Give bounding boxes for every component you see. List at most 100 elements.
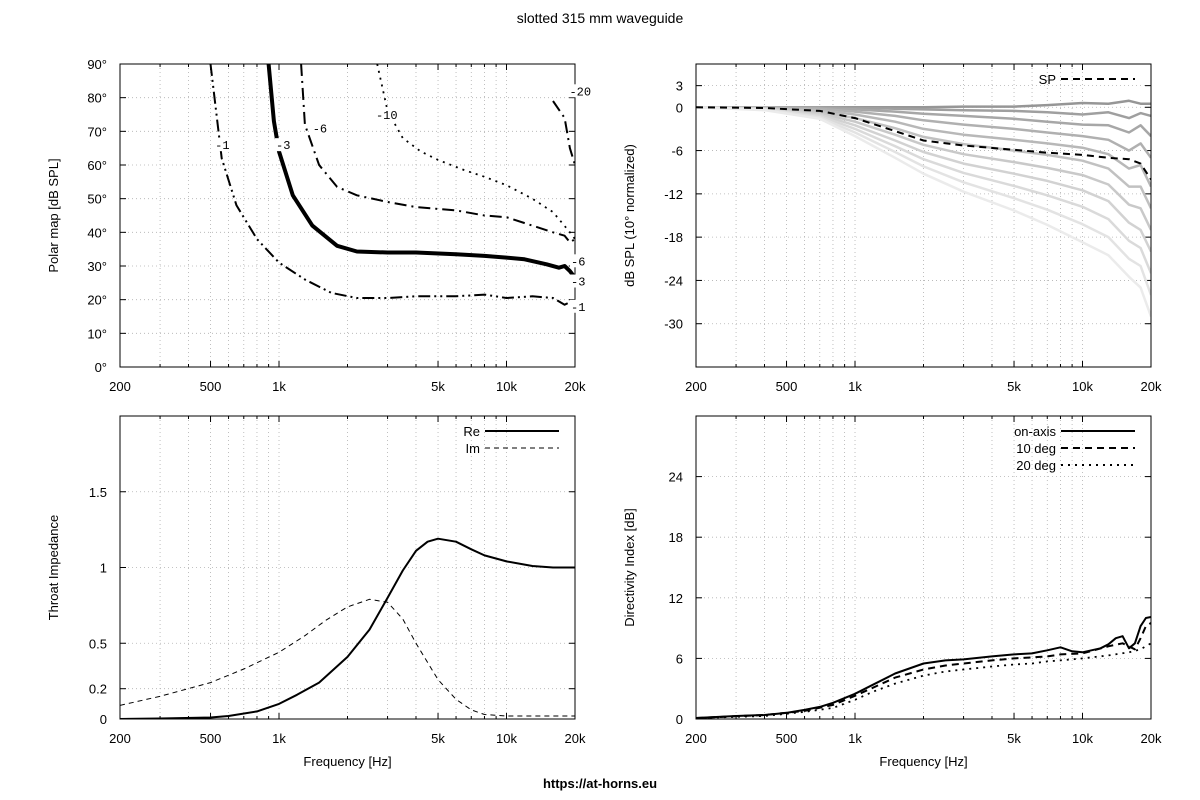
y-tick-label: 60° [87,158,107,173]
series-line-20-deg [696,642,1151,719]
legend-label: on-axis [1014,424,1056,439]
chart-panel-4: 200 500 1k 5k 10k 20k 0 6 12 18 24 Directivity Inde… [622,415,1162,769]
tick-marks [695,416,1152,720]
footer-url: https://at-horns.eu [542,776,658,791]
contour-label-bg [275,138,294,152]
x-tick-label: 10k [1072,379,1093,394]
y-tick-label: 90° [87,57,107,72]
y-tick-label: 1 [100,561,107,576]
contour-labels: -1 -3 -6 -10 -20 -6 -3 -1 [214,84,595,315]
y-tick-label: 20° [87,293,107,308]
series-line-3db [266,64,575,280]
x-tick-label: 10k [1072,731,1093,746]
x-tick-label: 5k [431,731,445,746]
contour-label: -1 [571,301,585,315]
x-tick-label: 500 [776,731,798,746]
x-tick-label: 5k [431,379,445,394]
y-tick-label: 10° [87,326,107,341]
x-tick-label: 1k [272,379,286,394]
y-tick-label: -30 [664,317,683,332]
contour-label: -1 [215,139,229,153]
series-line-re [120,537,575,719]
y-tick-label: 1.5 [89,485,107,500]
polar-response-line [696,106,1151,231]
grid [120,64,575,367]
polar-response-line [696,106,1151,296]
legend-label: 10 deg [1016,441,1056,456]
series-line-6db [300,64,575,244]
x-tick-label: 5k [1007,379,1021,394]
contour-label: -6 [313,122,327,136]
contour-label-bg [374,107,401,121]
x-tick-label: 200 [685,731,707,746]
contour-label-bg [570,299,589,313]
contour-label-bg [311,121,330,135]
legend-label: Im [466,441,480,456]
x-tick-label: 200 [685,379,707,394]
contour-label-bg [570,254,589,268]
plot-frame [695,415,1152,720]
contour-label: -6 [571,255,585,269]
y-tick-label: -6 [671,144,683,159]
y-tick-label: 40° [87,225,107,240]
y-tick-label: -24 [664,273,683,288]
contour-label-bg [568,84,595,98]
grid [120,416,575,719]
y-tick-label: 70° [87,124,107,139]
polar-response-line [696,106,1151,159]
chart-panel-1: 200 500 1k 5k 10k 20k 0° 10° 20° 30° 40° 50° 60° 70° 8… [46,57,586,394]
x-tick-label: 20k [1141,731,1162,746]
y-tick-label: 0 [676,100,683,115]
polar-response-line [696,106,1151,274]
x-tick-label: 200 [109,731,131,746]
plot-frame [119,415,576,720]
x-tick-label: 1k [272,731,286,746]
x-tick-label: 500 [200,379,222,394]
chart-panel-3: 200 500 1k 5k 10k 20k 0 0.2 0.5 1 1.5 Throat Impeda… [46,415,586,769]
y-tick-label: 12 [669,591,683,606]
series-line-10db [376,64,575,240]
x-tick-label: 1k [848,731,862,746]
contour-label: -10 [376,109,398,123]
series-line-10-deg [696,622,1151,719]
y-tick-label: 30° [87,259,107,274]
y-axis-label: dB SPL (10° normalized) [622,144,637,287]
x-tick-label: 500 [776,379,798,394]
series-line-20db [552,100,575,166]
contour-label: -3 [571,276,585,290]
legend-label: SP [1039,72,1056,87]
legend-label: Re [463,424,480,439]
y-tick-label: 0.5 [89,636,107,651]
polar-response-line [696,106,1151,209]
y-tick-label: 0 [100,712,107,727]
polar-response-line [696,106,1151,253]
y-tick-label: -12 [664,187,683,202]
plot-area [696,99,1151,317]
y-tick-label: 18 [669,530,683,545]
y-tick-label: 80° [87,91,107,106]
series-line-1db [209,64,575,306]
polar-response-line [696,106,1151,188]
x-tick-label: 5k [1007,731,1021,746]
plot-area [209,64,575,306]
y-tick-label: 0 [676,712,683,727]
contour-label-bg [570,274,589,288]
y-tick-label: 0.2 [89,682,107,697]
series-line-im [120,598,575,717]
contour-label: -3 [276,139,290,153]
tick-marks [119,63,576,368]
polar-response-line [696,106,1151,137]
grid [696,64,1151,367]
series-line-on-axis [696,616,1151,719]
series-line-sp [696,106,1151,180]
contour-label-bg [214,138,233,152]
x-tick-label: 500 [200,731,222,746]
y-tick-label: 0° [95,360,107,375]
x-tick-label: 20k [565,731,586,746]
x-tick-label: 1k [848,379,862,394]
contour-label: -20 [569,85,591,99]
polar-response-line [696,106,1151,317]
y-tick-label: 24 [669,470,683,485]
